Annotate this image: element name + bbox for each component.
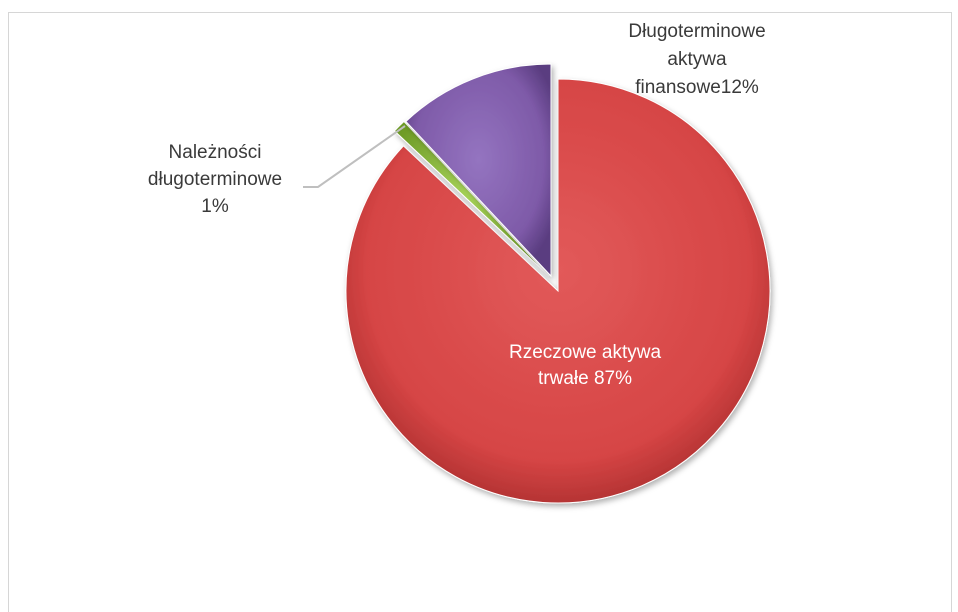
data-label-3: Długoterminowe aktywa finansowe12% (628, 21, 765, 98)
data-label-line: trwałe 87% (538, 368, 632, 389)
leader-line (303, 125, 406, 188)
pie-slice-2 (393, 120, 550, 277)
chart-frame (8, 12, 952, 612)
pie-chart: Rzeczowe aktywa trwałe 87% Należności długo… (148, 21, 771, 504)
pie-slice-1 (345, 78, 771, 504)
data-label-line: Rzeczowe aktywa (509, 342, 661, 363)
pie-slice-3 (405, 63, 552, 278)
data-label-line: aktywa (667, 49, 727, 70)
data-label-line: Należności (169, 142, 262, 163)
data-label-line: długoterminowe (148, 169, 282, 190)
data-label-line: 1% (201, 196, 229, 217)
data-label-line: Długoterminowe (628, 21, 765, 42)
data-label-1: Rzeczowe aktywa trwałe 87% (509, 342, 661, 389)
data-label-2: Należności długoterminowe 1% (148, 142, 282, 217)
data-label-line: finansowe12% (635, 77, 759, 98)
